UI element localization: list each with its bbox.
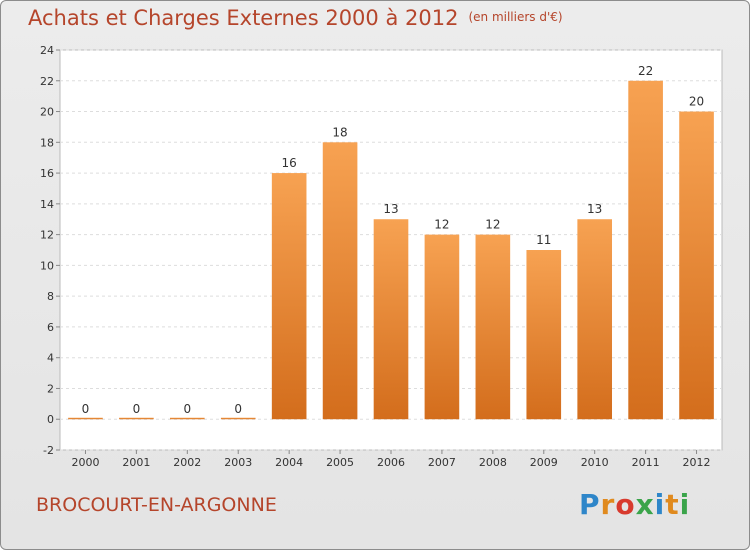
x-tick-label: 2002	[173, 456, 201, 469]
y-tick-label: -2	[43, 444, 54, 457]
data-label: 12	[434, 218, 449, 232]
data-label: 0	[133, 402, 141, 416]
bar	[322, 142, 358, 420]
data-label: 0	[234, 402, 242, 416]
bar	[628, 80, 663, 420]
y-tick-label: 0	[47, 413, 54, 426]
bar	[475, 234, 511, 420]
data-label: 11	[536, 233, 551, 247]
data-label: 13	[383, 202, 398, 216]
bar	[271, 173, 307, 420]
data-label: 0	[183, 402, 191, 416]
data-label: 0	[82, 402, 90, 416]
proxiti-logo: Proxiti	[579, 488, 691, 521]
x-tick-label: 2007	[428, 456, 456, 469]
y-tick-label: 12	[40, 229, 54, 242]
data-label: 18	[332, 125, 347, 139]
y-tick-label: 24	[40, 44, 54, 57]
x-tick-label: 2009	[530, 456, 558, 469]
x-tick-label: 2001	[122, 456, 150, 469]
data-label: 20	[689, 95, 704, 109]
bar	[577, 219, 613, 420]
data-label: 13	[587, 202, 602, 216]
data-label: 22	[638, 64, 653, 78]
bar	[424, 234, 460, 420]
x-tick-label: 2005	[326, 456, 354, 469]
x-tick-label: 2011	[632, 456, 660, 469]
x-tick-label: 2003	[224, 456, 252, 469]
x-tick-label: 2000	[71, 456, 99, 469]
bar	[526, 250, 562, 420]
y-tick-label: 4	[47, 352, 54, 365]
unit-label: (en milliers d'€)	[468, 10, 563, 24]
y-tick-label: 16	[40, 167, 54, 180]
x-tick-label: 2010	[581, 456, 609, 469]
y-tick-label: 8	[47, 290, 54, 303]
bar	[119, 417, 154, 420]
data-label: 16	[282, 156, 297, 170]
y-tick-label: 2	[47, 382, 54, 395]
bar	[169, 417, 205, 420]
town-name: BROCOURT-EN-ARGONNE	[36, 494, 277, 516]
x-tick-label: 2008	[479, 456, 507, 469]
x-tick-label: 2012	[683, 456, 711, 469]
y-tick-label: 10	[40, 259, 54, 272]
chart-title: Achats et Charges Externes 2000 à 2012 (e…	[28, 6, 563, 30]
bars: 0 0 0 0 16 18 13 12 12 11 13 22 20	[68, 64, 714, 420]
y-tick-label: 14	[40, 198, 54, 211]
y-tick-label: 6	[47, 321, 54, 334]
bar	[373, 219, 409, 420]
y-tick-label: 18	[40, 136, 54, 149]
title-text: Achats et Charges Externes 2000 à 2012	[28, 6, 459, 30]
y-tick-label: 20	[40, 106, 54, 119]
y-tick-label: 22	[40, 75, 54, 88]
x-axis: 2000 2001 2002 2003 2004 2005 2006 2007 2008 2009…	[71, 450, 711, 469]
data-label: 12	[485, 218, 500, 232]
bar	[679, 111, 714, 420]
x-tick-label: 2006	[377, 456, 405, 469]
x-tick-label: 2004	[275, 456, 303, 469]
bar	[220, 417, 256, 420]
bar	[68, 417, 103, 420]
